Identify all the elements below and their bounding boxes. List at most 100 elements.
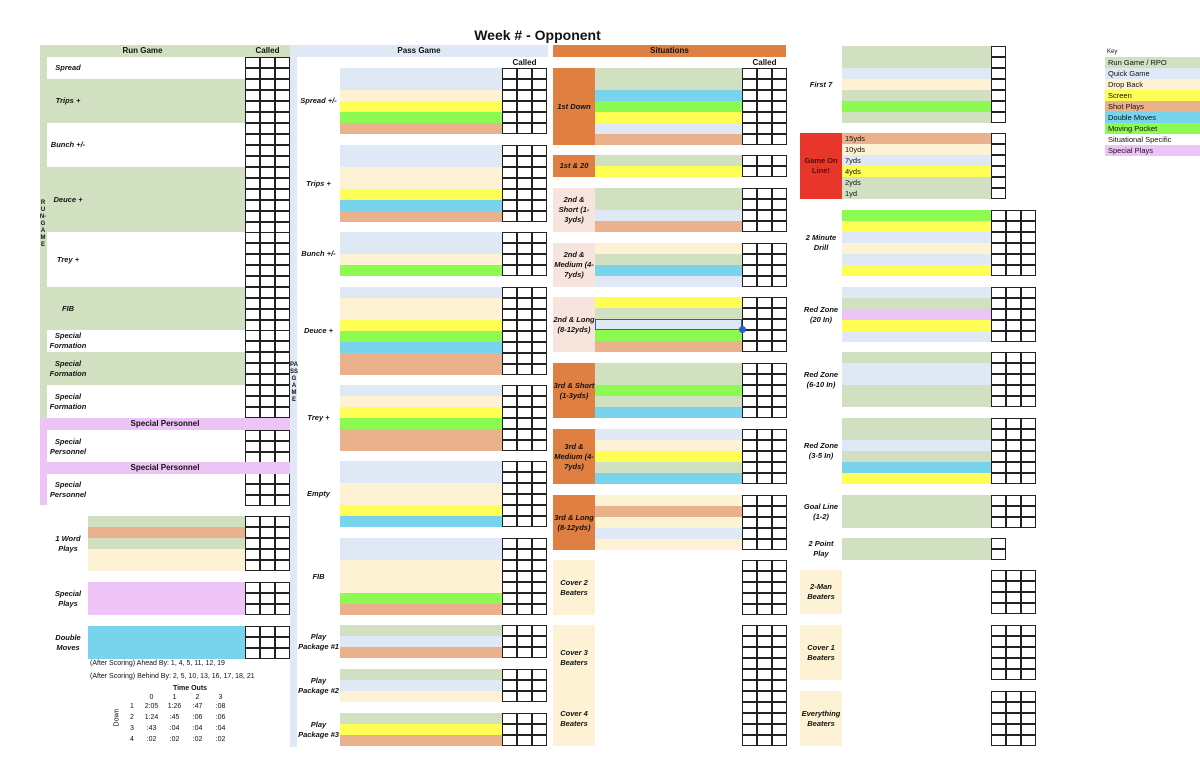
called-checkbox-cell[interactable] xyxy=(244,526,260,538)
play-row[interactable] xyxy=(340,243,502,254)
called-checkbox-cell[interactable] xyxy=(741,701,757,713)
run-play-slot[interactable] xyxy=(47,352,245,385)
called-checkbox-cell[interactable] xyxy=(516,264,532,276)
called-checkbox-cell[interactable] xyxy=(259,647,275,659)
called-checkbox-cell[interactable] xyxy=(1020,580,1036,592)
called-checkbox-cell[interactable] xyxy=(244,406,260,418)
play-row[interactable]: 2yds xyxy=(842,177,991,188)
play-row[interactable] xyxy=(340,145,502,156)
play-row[interactable] xyxy=(595,330,742,341)
called-checkbox-cell[interactable] xyxy=(756,187,772,199)
called-checkbox-cell[interactable] xyxy=(501,155,517,167)
called-checkbox-cell[interactable] xyxy=(756,527,772,539)
called-checkbox-cell[interactable] xyxy=(244,636,260,648)
play-row[interactable] xyxy=(842,57,991,68)
play-row[interactable] xyxy=(340,407,502,418)
called-checkbox-cell[interactable] xyxy=(244,395,260,407)
called-checkbox-cell[interactable] xyxy=(516,712,532,724)
called-checkbox-cell[interactable] xyxy=(990,690,1006,702)
called-checkbox-cell[interactable] xyxy=(274,177,290,189)
called-checkbox-cell[interactable] xyxy=(990,384,1006,396)
called-checkbox-cell[interactable] xyxy=(531,581,547,593)
called-checkbox-cell[interactable] xyxy=(756,701,772,713)
called-checkbox-cell[interactable] xyxy=(501,78,517,90)
called-checkbox-cell[interactable] xyxy=(1020,286,1036,298)
called-checkbox-cell[interactable] xyxy=(1005,635,1021,647)
called-checkbox-cell[interactable] xyxy=(990,209,1006,221)
called-checkbox-cell[interactable] xyxy=(1005,461,1021,473)
called-checkbox-cell[interactable] xyxy=(1005,690,1021,702)
called-checkbox-cell[interactable] xyxy=(741,362,757,374)
called-checkbox-cell[interactable] xyxy=(501,537,517,549)
play-row[interactable] xyxy=(842,309,991,320)
called-checkbox-cell[interactable] xyxy=(1005,209,1021,221)
called-checkbox-cell[interactable] xyxy=(1005,591,1021,603)
called-checkbox-cell[interactable] xyxy=(1005,734,1021,746)
called-checkbox-cell[interactable] xyxy=(259,122,275,134)
play-row[interactable] xyxy=(595,254,742,265)
called-checkbox-cell[interactable] xyxy=(741,133,757,145)
called-checkbox-cell[interactable] xyxy=(1020,461,1036,473)
called-checkbox-cell[interactable] xyxy=(244,548,260,560)
called-checkbox-cell[interactable] xyxy=(501,122,517,134)
called-checkbox-cell[interactable] xyxy=(501,624,517,636)
called-checkbox-cell[interactable] xyxy=(1005,231,1021,243)
called-checkbox-cell[interactable] xyxy=(756,472,772,484)
called-checkbox-cell[interactable] xyxy=(501,515,517,527)
called-checkbox-cell[interactable] xyxy=(990,537,1006,549)
called-checkbox-cell[interactable] xyxy=(741,340,757,352)
play-row[interactable] xyxy=(340,494,502,505)
play-row[interactable] xyxy=(595,363,742,374)
called-checkbox-cell[interactable] xyxy=(1005,505,1021,517)
play-row[interactable] xyxy=(340,604,502,615)
called-checkbox-cell[interactable] xyxy=(274,242,290,254)
called-checkbox-cell[interactable] xyxy=(741,395,757,407)
called-checkbox-cell[interactable] xyxy=(1005,395,1021,407)
called-checkbox-cell[interactable] xyxy=(771,307,787,319)
play-row[interactable] xyxy=(595,473,742,484)
called-checkbox-cell[interactable] xyxy=(756,165,772,177)
called-checkbox-cell[interactable] xyxy=(516,352,532,364)
called-checkbox-cell[interactable] xyxy=(516,460,532,472)
called-checkbox-cell[interactable] xyxy=(990,657,1006,669)
called-checkbox-cell[interactable] xyxy=(756,307,772,319)
called-checkbox-cell[interactable] xyxy=(1020,264,1036,276)
called-checkbox-cell[interactable] xyxy=(274,133,290,145)
called-checkbox-cell[interactable] xyxy=(756,111,772,123)
called-checkbox-cell[interactable] xyxy=(741,690,757,702)
called-checkbox-cell[interactable] xyxy=(531,493,547,505)
called-checkbox-cell[interactable] xyxy=(741,494,757,506)
called-checkbox-cell[interactable] xyxy=(531,635,547,647)
called-checkbox-cell[interactable] xyxy=(756,450,772,462)
called-checkbox-cell[interactable] xyxy=(244,166,260,178)
called-checkbox-cell[interactable] xyxy=(531,188,547,200)
called-checkbox-cell[interactable] xyxy=(1005,723,1021,735)
play-row[interactable] xyxy=(340,571,502,582)
play-row[interactable] xyxy=(340,440,502,451)
called-checkbox-cell[interactable] xyxy=(1005,494,1021,506)
called-checkbox-cell[interactable] xyxy=(274,56,290,68)
called-checkbox-cell[interactable] xyxy=(516,67,532,79)
called-checkbox-cell[interactable] xyxy=(531,210,547,222)
called-checkbox-cell[interactable] xyxy=(244,483,260,495)
called-checkbox-cell[interactable] xyxy=(274,122,290,134)
called-checkbox-cell[interactable] xyxy=(531,286,547,298)
called-checkbox-cell[interactable] xyxy=(990,395,1006,407)
called-checkbox-cell[interactable] xyxy=(741,624,757,636)
called-checkbox-cell[interactable] xyxy=(990,362,1006,374)
called-checkbox-cell[interactable] xyxy=(501,482,517,494)
play-row[interactable] xyxy=(842,418,991,429)
called-checkbox-cell[interactable] xyxy=(990,624,1006,636)
called-checkbox-cell[interactable] xyxy=(274,559,290,571)
called-checkbox-cell[interactable] xyxy=(516,406,532,418)
called-checkbox-cell[interactable] xyxy=(1005,569,1021,581)
called-checkbox-cell[interactable] xyxy=(741,242,757,254)
called-checkbox-cell[interactable] xyxy=(741,657,757,669)
called-checkbox-cell[interactable] xyxy=(1020,569,1036,581)
called-checkbox-cell[interactable] xyxy=(501,384,517,396)
called-checkbox-cell[interactable] xyxy=(771,603,787,615)
called-checkbox-cell[interactable] xyxy=(259,89,275,101)
play-row[interactable] xyxy=(595,429,742,440)
play-row[interactable] xyxy=(842,112,991,123)
play-row[interactable] xyxy=(340,505,502,516)
